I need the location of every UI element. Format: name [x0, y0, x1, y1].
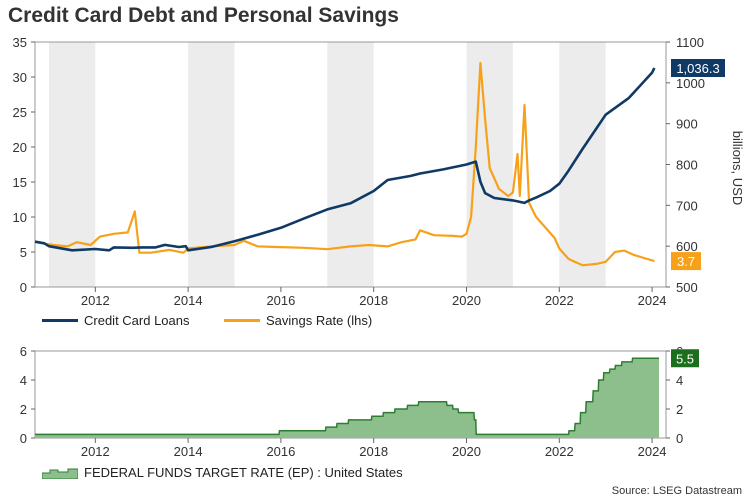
- badge-loans-bg: [671, 59, 725, 78]
- bottom-x-tick-label: 2018: [359, 444, 388, 459]
- left-tick-label: 30: [13, 70, 27, 85]
- badge-fed-bg: [671, 349, 699, 368]
- x-tick-label: 2012: [81, 293, 110, 308]
- right-tick-label: 1000: [676, 76, 705, 91]
- bottom-left-tick-label: 6: [20, 344, 27, 359]
- left-tick-label: 15: [13, 175, 27, 190]
- shaded-band-2017: [327, 42, 374, 287]
- left-tick-label: 0: [20, 280, 27, 295]
- series-fed-funds-area: [35, 358, 659, 438]
- badge-savings-value: 3.7: [677, 254, 695, 269]
- x-tick-label: 2016: [266, 293, 295, 308]
- right-tick-label: 500: [676, 280, 698, 295]
- legend-savings-rate: Savings Rate (lhs): [224, 313, 372, 328]
- series-savings-rate: [34, 61, 655, 267]
- legend-label-loans: Credit Card Loans: [84, 313, 190, 328]
- legend-swatch-loans: [42, 319, 78, 322]
- bottom-left-tick-label: 4: [20, 373, 27, 388]
- bottom-x-tick-label: 2012: [81, 444, 110, 459]
- series-credit-card-loans: [34, 67, 656, 252]
- x-tick-label: 2014: [174, 293, 203, 308]
- bottom-left-tick-label: 2: [20, 402, 27, 417]
- right-tick-label: 800: [676, 158, 698, 173]
- left-tick-label: 10: [13, 210, 27, 225]
- legend-credit-card-loans: Credit Card Loans: [42, 313, 190, 328]
- left-tick-label: 20: [13, 140, 27, 155]
- badge-loans-value: 1,036.3: [676, 61, 719, 76]
- source-note: Source: LSEG Datastream: [611, 485, 742, 497]
- shaded-band-2022: [559, 42, 606, 287]
- bottom-right-tick-label: 0: [676, 431, 683, 446]
- x-tick-label: 2018: [359, 293, 388, 308]
- badge-savings-bg: [671, 252, 701, 271]
- bottom-x-tick-label: 2024: [638, 444, 667, 459]
- left-tick-label: 5: [20, 245, 27, 260]
- bottom-x-tick-label: 2022: [545, 444, 574, 459]
- left-tick-label: 25: [13, 105, 27, 120]
- legend-label-savings: Savings Rate (lhs): [266, 313, 373, 328]
- right-tick-label: 700: [676, 198, 698, 213]
- x-tick-label: 2022: [545, 293, 574, 308]
- right-tick-label: 600: [676, 239, 698, 254]
- chart-title: Credit Card Debt and Personal Savings: [8, 4, 399, 27]
- bottom-left-tick-label: 0: [20, 431, 27, 446]
- legend-swatch-savings: [224, 319, 260, 322]
- bottom-right-tick-label: 2: [676, 402, 683, 417]
- bottom-right-tick-label: 4: [676, 373, 683, 388]
- right-tick-label: 900: [676, 117, 698, 132]
- left-tick-label: 35: [13, 35, 27, 50]
- series-fed-funds-line: [35, 357, 659, 436]
- bottom-x-tick-label: 2014: [174, 444, 203, 459]
- bottom-x-tick-label: 2020: [452, 444, 481, 459]
- right-tick-label: 1100: [676, 35, 704, 50]
- legend-fed-funds: FEDERAL FUNDS TARGET RATE (EP) : United …: [42, 465, 403, 480]
- badge-fed-value: 5.5: [676, 351, 694, 366]
- legend-swatch-fed: [42, 468, 78, 479]
- bottom-x-tick-label: 2016: [266, 444, 295, 459]
- legend-label-fed: FEDERAL FUNDS TARGET RATE (EP) : United …: [84, 465, 403, 480]
- right-axis-label: billions, USD: [730, 131, 745, 205]
- x-tick-label: 2024: [638, 293, 667, 308]
- x-tick-label: 2020: [452, 293, 481, 308]
